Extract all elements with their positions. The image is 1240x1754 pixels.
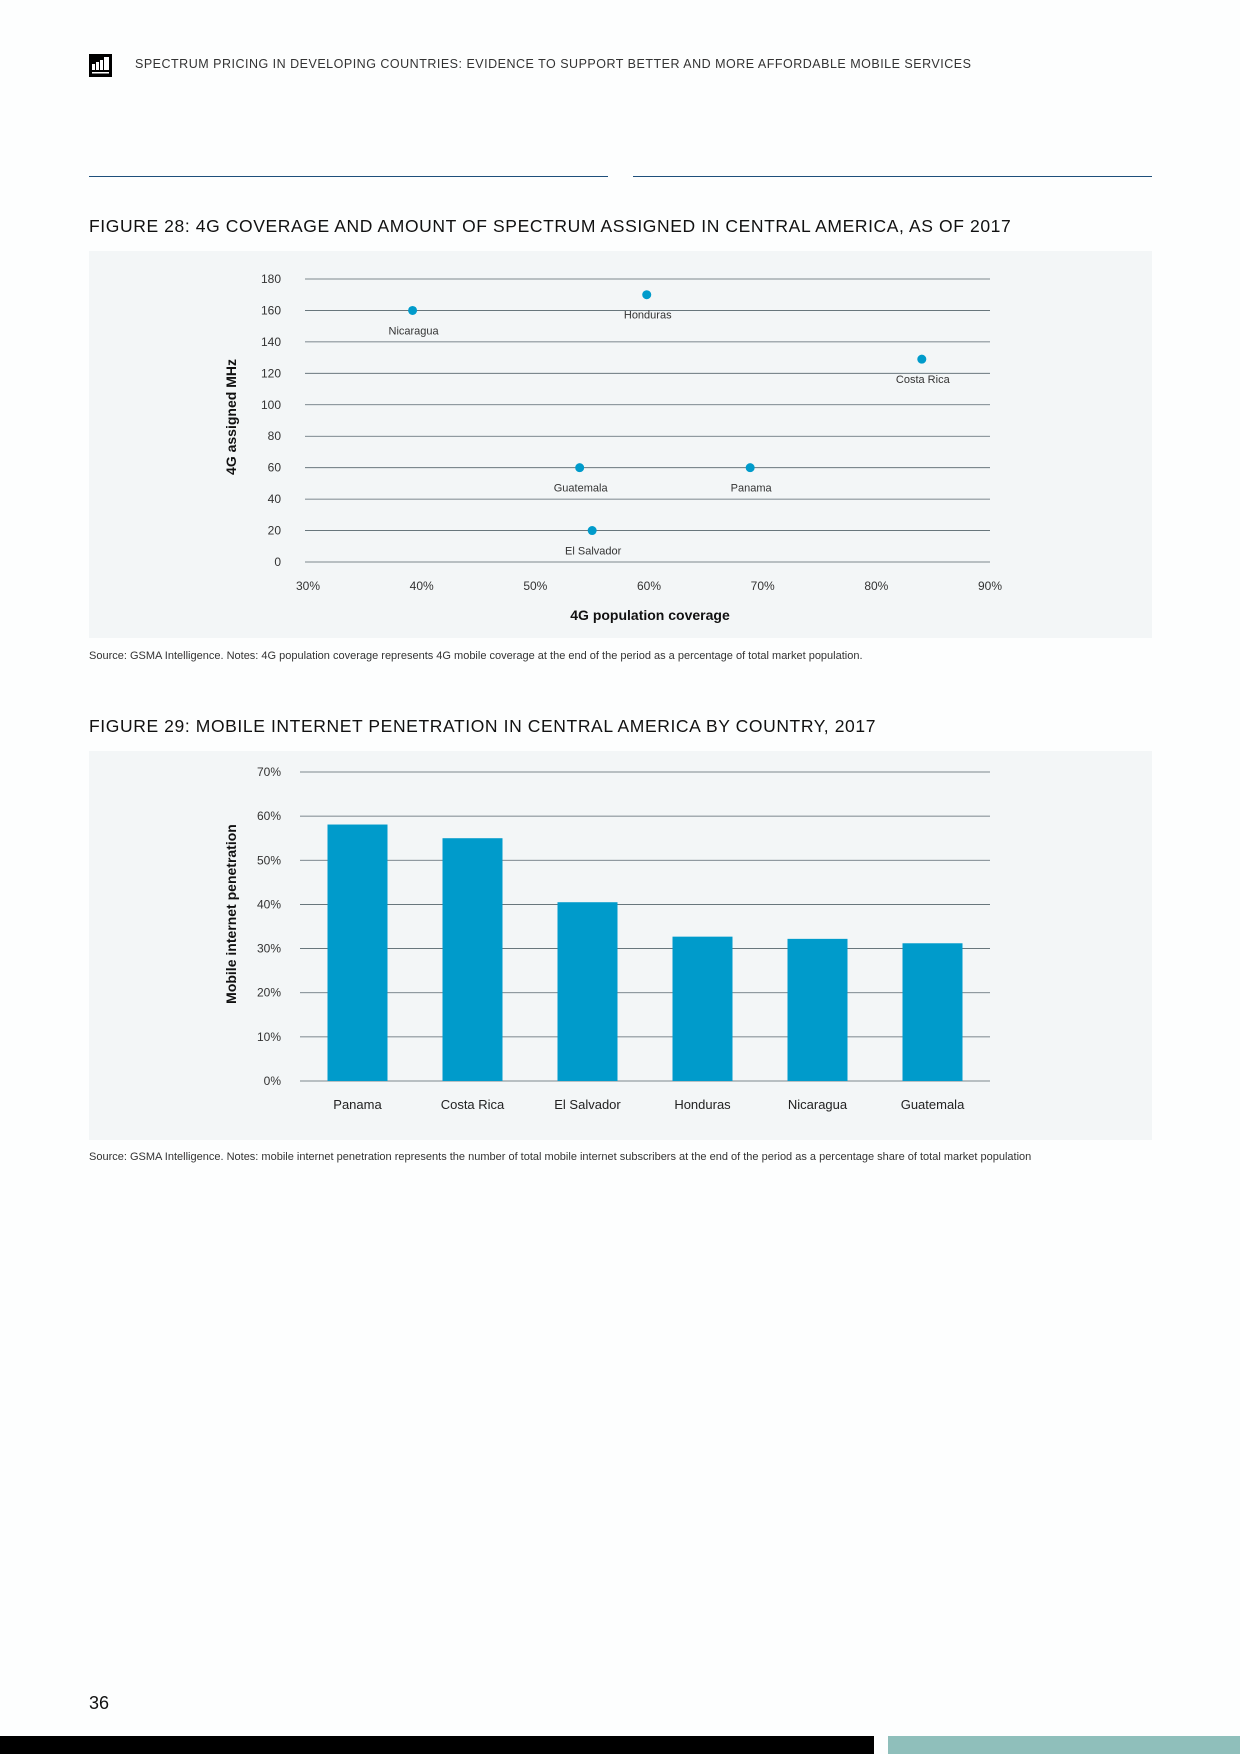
- figure29-panel: 0% 10% 20% 30% 40% 50% 60% 70% Panama Costa Rica…: [89, 751, 1152, 1140]
- figure29-title: FIGURE 29: MOBILE INTERNET PENETRATION I…: [89, 716, 877, 736]
- bar: [442, 838, 503, 1081]
- data-point: [408, 305, 418, 315]
- bar: [902, 943, 963, 1081]
- data-point-label: Panama: [731, 483, 773, 495]
- y-tick-label: 10%: [257, 1030, 281, 1044]
- header-rule-left: [89, 176, 608, 177]
- y-tick-label: 50%: [257, 853, 281, 867]
- data-point-label: Nicaragua: [389, 325, 440, 337]
- gsma-logo-icon: [89, 54, 112, 77]
- x-tick-label: 80%: [864, 579, 888, 593]
- scatter-chart: 0 20 40 60 80 100 120 140 160 180 30% 40% 50% 60% 70%…: [223, 272, 1002, 623]
- x-tick-label: 40%: [410, 579, 434, 593]
- y-tick-label: 80: [268, 429, 282, 443]
- data-point-label: El Salvador: [565, 546, 622, 558]
- x-tick-label: 70%: [751, 579, 775, 593]
- category-label: Nicaragua: [788, 1097, 848, 1112]
- data-point-label: Honduras: [624, 310, 672, 322]
- y-tick-label: 60%: [257, 809, 281, 823]
- y-tick-label: 60: [268, 461, 282, 475]
- y-tick-label: 20: [268, 524, 282, 538]
- y-tick-label: 140: [261, 335, 281, 349]
- bar: [327, 824, 388, 1081]
- y-tick-label: 30%: [257, 942, 281, 956]
- y-tick-label: 100: [261, 398, 281, 412]
- data-point: [642, 290, 652, 300]
- page-number: 36: [89, 1693, 110, 1713]
- figure29-source: Source: GSMA Intelligence. Notes: mobile…: [89, 1151, 1032, 1163]
- y-tick-label: 160: [261, 303, 281, 317]
- data-point: [587, 526, 597, 536]
- y-tick-label: 40: [268, 492, 282, 506]
- x-tick-label: 90%: [978, 579, 1002, 593]
- category-label: Honduras: [674, 1097, 731, 1112]
- figure28-title: FIGURE 28: 4G COVERAGE AND AMOUNT OF SPE…: [89, 216, 1012, 236]
- x-tick-label: 60%: [637, 579, 661, 593]
- y-tick-label: 180: [261, 272, 281, 286]
- y-tick-label: 40%: [257, 897, 281, 911]
- x-axis-title: 4G population coverage: [570, 607, 730, 623]
- bar-chart: 0% 10% 20% 30% 40% 50% 60% 70% Panama Costa Rica…: [223, 765, 990, 1112]
- data-point-label: Costa Rica: [896, 374, 951, 386]
- category-label: Guatemala: [901, 1097, 965, 1112]
- y-tick-label: 0: [274, 555, 281, 569]
- x-tick-label: 30%: [296, 579, 320, 593]
- category-label: Panama: [333, 1097, 382, 1112]
- bar: [787, 938, 848, 1081]
- category-label: Costa Rica: [441, 1097, 505, 1112]
- y-tick-label: 70%: [257, 765, 281, 779]
- data-point: [745, 463, 755, 473]
- x-tick-label: 50%: [523, 579, 547, 593]
- bar: [557, 902, 618, 1081]
- y-axis-title: 4G assigned MHz: [223, 359, 239, 475]
- y-axis-title: Mobile internet penetration: [223, 824, 239, 1004]
- data-point: [575, 463, 585, 473]
- bar: [672, 936, 733, 1081]
- category-label: El Salvador: [554, 1097, 621, 1112]
- header-rule-right: [633, 176, 1152, 177]
- data-point-label: Guatemala: [554, 483, 609, 495]
- data-point: [917, 354, 927, 364]
- footer-bar-black: [0, 1736, 874, 1754]
- figure28-source: Source: GSMA Intelligence. Notes: 4G pop…: [89, 650, 863, 662]
- y-tick-label: 0%: [264, 1074, 282, 1088]
- y-tick-label: 120: [261, 366, 281, 380]
- figure28-panel: 0 20 40 60 80 100 120 140 160 180 30% 40% 50% 60% 70%…: [89, 251, 1152, 638]
- y-tick-label: 20%: [257, 986, 281, 1000]
- running-header: SPECTRUM PRICING IN DEVELOPING COUNTRIES…: [135, 57, 972, 71]
- footer-bar-teal: [888, 1736, 1240, 1754]
